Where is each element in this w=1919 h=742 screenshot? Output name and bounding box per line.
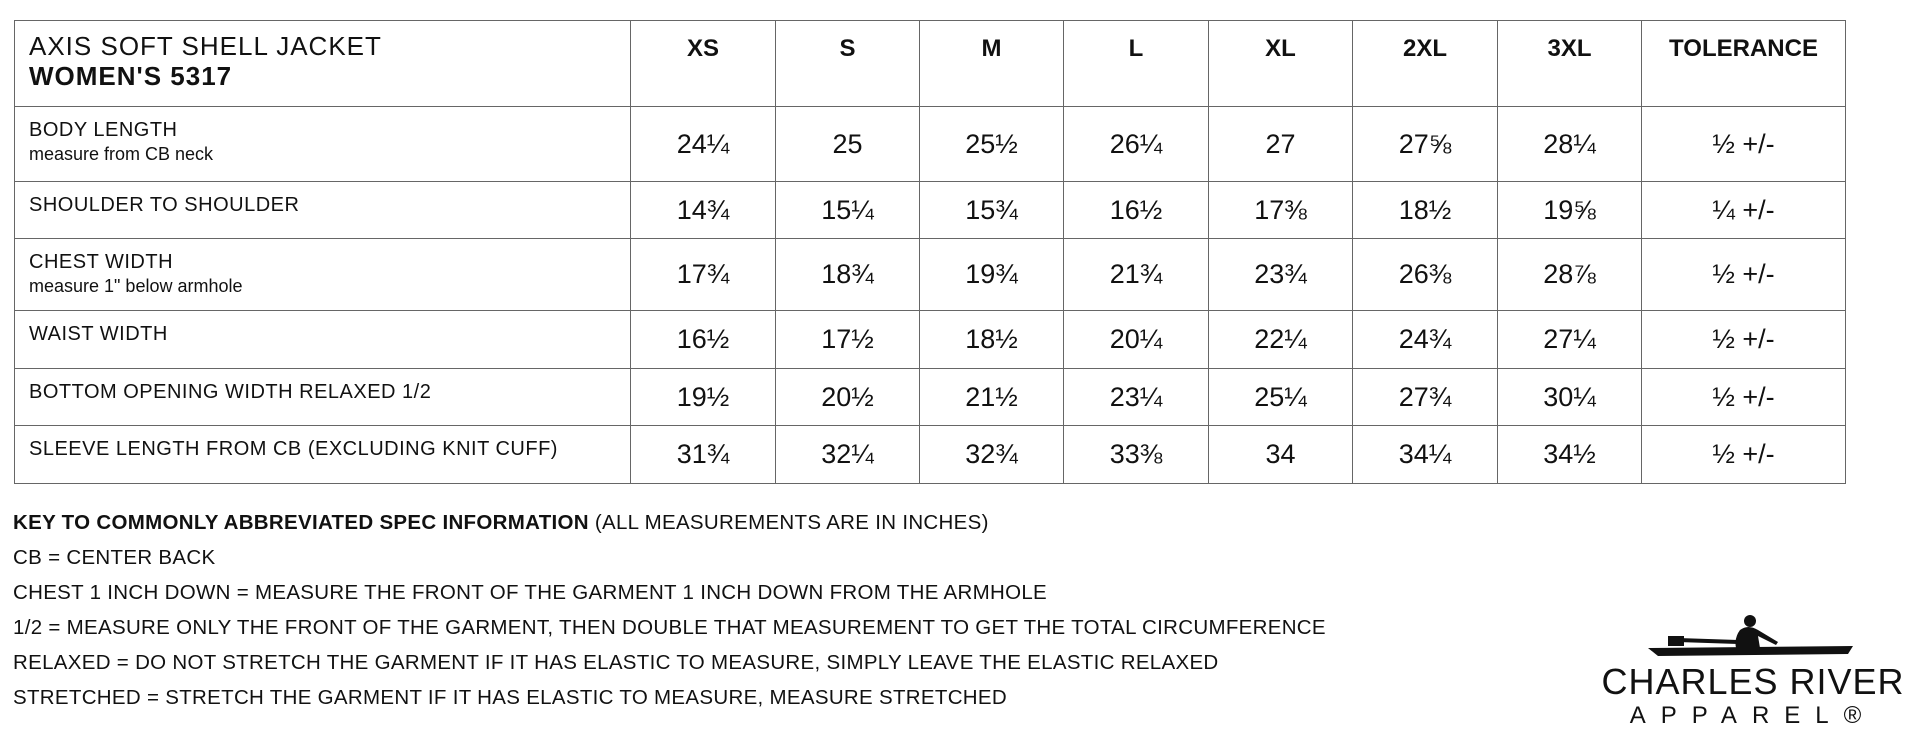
logo-line1: CHARLES RIVER xyxy=(1601,661,1905,702)
row-sublabel: measure from CB neck xyxy=(29,144,214,164)
key-heading-line: KEY TO COMMONLY ABBREVIATED SPEC INFORMA… xyxy=(13,505,1326,540)
table-row: SHOULDER TO SHOULDER 14¾ 15¼ 15¾ 16½ 17⅜ 18½ 19… xyxy=(14,181,1846,239)
size-value-cell: 15¾ xyxy=(919,181,1064,239)
rower-icon xyxy=(1648,615,1853,656)
size-value-cell: 17⅜ xyxy=(1208,181,1353,239)
size-value-cell: 17¾ xyxy=(630,238,776,311)
size-value-cell: 19⅝ xyxy=(1497,181,1642,239)
column-header: XL xyxy=(1208,20,1353,107)
row-label-cell: BOTTOM OPENING WIDTH RELAXED 1/2 xyxy=(14,368,631,426)
size-value-cell: 32¾ xyxy=(919,425,1064,484)
size-value-cell: 32¼ xyxy=(775,425,920,484)
key-line: STRETCHED = STRETCH THE GARMENT IF IT HA… xyxy=(13,686,1007,709)
row-label-cell: WAIST WIDTH xyxy=(14,310,631,369)
size-value-cell: 33⅜ xyxy=(1063,425,1209,484)
table-row: BOTTOM OPENING WIDTH RELAXED 1/2 19½ 20½ 21… xyxy=(14,368,1846,426)
product-name: AXIS SOFT SHELL JACKET xyxy=(29,31,382,61)
tolerance-cell: ½ +/- xyxy=(1641,368,1846,426)
size-value-cell: 34¼ xyxy=(1352,425,1498,484)
row-label: SHOULDER TO SHOULDER xyxy=(29,194,300,216)
tolerance-cell: ½ +/- xyxy=(1641,310,1846,369)
size-spec-table: AXIS SOFT SHELL JACKET WOMEN'S 5317 XS S… xyxy=(14,20,1846,484)
tolerance-cell: ¼ +/- xyxy=(1641,181,1846,239)
column-header: 2XL xyxy=(1352,20,1498,107)
size-value-cell: 28⅞ xyxy=(1497,238,1642,311)
column-header: 3XL xyxy=(1497,20,1642,107)
row-label-cell: CHEST WIDTH measure 1" below armhole xyxy=(14,238,631,311)
size-value-cell: 21½ xyxy=(919,368,1064,426)
row-label: WAIST WIDTH xyxy=(29,323,168,345)
size-value-cell: 27¼ xyxy=(1497,310,1642,369)
column-header: M xyxy=(919,20,1064,107)
size-value-cell: 25½ xyxy=(919,106,1064,182)
size-value-cell: 17½ xyxy=(775,310,920,369)
row-label-cell: SLEEVE LENGTH FROM CB (EXCLUDING KNIT CU… xyxy=(14,425,631,484)
size-value-cell: 27¾ xyxy=(1352,368,1498,426)
size-value-cell: 26¼ xyxy=(1063,106,1209,182)
size-value-cell: 31¾ xyxy=(630,425,776,484)
size-value-cell: 20½ xyxy=(775,368,920,426)
row-sublabel: measure 1" below armhole xyxy=(29,276,243,296)
column-header: S xyxy=(775,20,920,107)
size-value-cell: 27 xyxy=(1208,106,1353,182)
row-label: BODY LENGTH xyxy=(29,119,178,141)
size-value-cell: 18½ xyxy=(1352,181,1498,239)
size-value-cell: 16½ xyxy=(630,310,776,369)
size-value-cell: 34 xyxy=(1208,425,1353,484)
key-heading: KEY TO COMMONLY ABBREVIATED SPEC INFORMA… xyxy=(13,511,589,534)
row-label-cell: SHOULDER TO SHOULDER xyxy=(14,181,631,239)
key-line: RELAXED = DO NOT STRETCH THE GARMENT IF … xyxy=(13,651,1219,674)
charles-river-logo: CHARLES RIVER APPAREL® xyxy=(1598,604,1908,734)
column-header: L xyxy=(1063,20,1209,107)
row-label-cell: BODY LENGTH measure from CB neck xyxy=(14,106,631,182)
row-label: BOTTOM OPENING WIDTH RELAXED 1/2 xyxy=(29,381,432,403)
size-value-cell: 16½ xyxy=(1063,181,1209,239)
product-title-cell: AXIS SOFT SHELL JACKET WOMEN'S 5317 xyxy=(14,20,631,107)
size-value-cell: 24¼ xyxy=(630,106,776,182)
tolerance-cell: ½ +/- xyxy=(1641,238,1846,311)
size-value-cell: 27⅝ xyxy=(1352,106,1498,182)
logo-line2: APPAREL® xyxy=(1629,702,1877,729)
size-value-cell: 20¼ xyxy=(1063,310,1209,369)
product-style: WOMEN'S 5317 xyxy=(29,61,233,91)
key-line: CB = CENTER BACK xyxy=(13,546,216,569)
size-value-cell: 28¼ xyxy=(1497,106,1642,182)
size-value-cell: 26⅜ xyxy=(1352,238,1498,311)
size-value-cell: 19¾ xyxy=(919,238,1064,311)
table-row: CHEST WIDTH measure 1" below armhole 17¾ 18… xyxy=(14,238,1846,311)
row-label: CHEST WIDTH xyxy=(29,251,174,273)
column-header: XS xyxy=(630,20,776,107)
size-value-cell: 19½ xyxy=(630,368,776,426)
size-value-cell: 25¼ xyxy=(1208,368,1353,426)
tolerance-cell: ½ +/- xyxy=(1641,106,1846,182)
size-value-cell: 30¼ xyxy=(1497,368,1642,426)
size-value-cell: 22¼ xyxy=(1208,310,1353,369)
size-value-cell: 25 xyxy=(775,106,920,182)
abbreviation-key: KEY TO COMMONLY ABBREVIATED SPEC INFORMA… xyxy=(13,505,1326,715)
size-value-cell: 24¾ xyxy=(1352,310,1498,369)
key-line: CHEST 1 INCH DOWN = MEASURE THE FRONT OF… xyxy=(13,581,1048,604)
size-value-cell: 21¾ xyxy=(1063,238,1209,311)
row-label: SLEEVE LENGTH FROM CB (EXCLUDING KNIT CU… xyxy=(29,438,558,460)
size-value-cell: 23¾ xyxy=(1208,238,1353,311)
key-line: 1/2 = MEASURE ONLY THE FRONT OF THE GARM… xyxy=(13,616,1326,639)
tolerance-cell: ½ +/- xyxy=(1641,425,1846,484)
key-heading-note: (ALL MEASUREMENTS ARE IN INCHES) xyxy=(594,511,989,534)
header-row: AXIS SOFT SHELL JACKET WOMEN'S 5317 XS S… xyxy=(14,20,1846,107)
size-value-cell: 14¾ xyxy=(630,181,776,239)
table-row: WAIST WIDTH 16½ 17½ 18½ 20¼ 22¼ 24¾ 27¼ ½ +/- xyxy=(14,310,1846,369)
size-value-cell: 34½ xyxy=(1497,425,1642,484)
table-row: BODY LENGTH measure from CB neck 24¼ 25 25½ 2… xyxy=(14,106,1846,182)
table-row: SLEEVE LENGTH FROM CB (EXCLUDING KNIT CU… xyxy=(14,425,1846,484)
column-header: TOLERANCE xyxy=(1641,20,1846,107)
size-value-cell: 23¼ xyxy=(1063,368,1209,426)
size-value-cell: 15¼ xyxy=(775,181,920,239)
size-value-cell: 18½ xyxy=(919,310,1064,369)
size-value-cell: 18¾ xyxy=(775,238,920,311)
